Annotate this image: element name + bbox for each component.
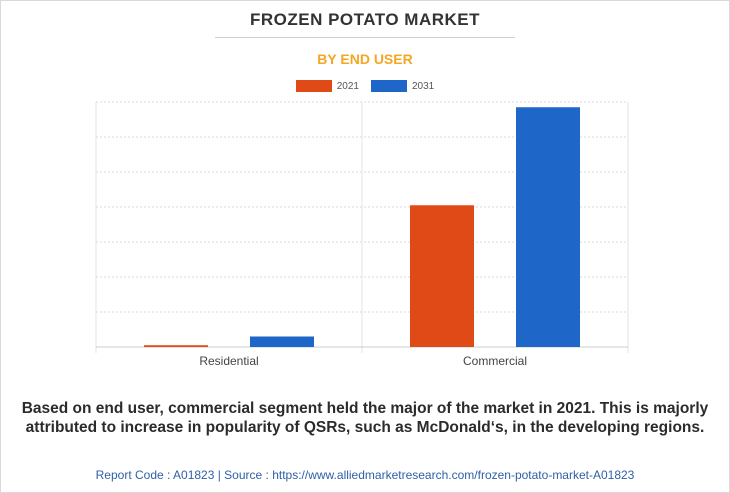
legend-label-2031: 2031 <box>412 80 435 92</box>
chart-caption: Based on end user, commercial segment he… <box>21 400 709 436</box>
source-footer[interactable]: Report Code : A01823 | Source : https://… <box>95 468 635 482</box>
legend-label-2021: 2021 <box>336 80 359 92</box>
title-divider <box>215 37 515 38</box>
legend-item-2021[interactable]: 2021 <box>295 80 359 92</box>
x-tick-label: Residential <box>199 354 258 368</box>
legend-item-2031[interactable]: 2031 <box>371 80 434 92</box>
chart-title: FROZEN POTATO MARKET <box>249 10 481 29</box>
bar-residential-2031 <box>250 336 314 347</box>
bar-residential-2021 <box>144 345 208 347</box>
legend-swatch-2021 <box>295 80 332 92</box>
bar-commercial-2031 <box>516 107 580 347</box>
x-tick-label: Commercial <box>463 354 527 368</box>
legend-swatch-2031 <box>371 80 407 92</box>
bar-commercial-2021 <box>410 205 474 347</box>
chart-subtitle: BY END USER <box>317 51 413 67</box>
legend: 2021 2031 <box>0 80 730 92</box>
